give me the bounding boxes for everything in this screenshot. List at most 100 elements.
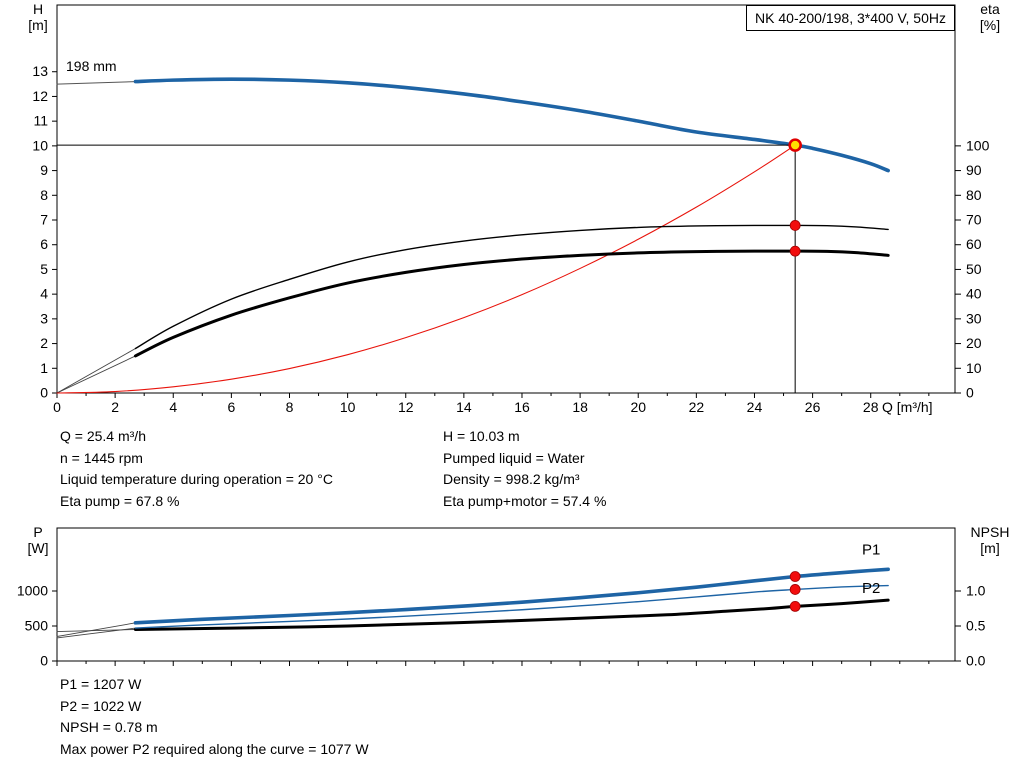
y-right-axis-title: NPSH (971, 524, 1010, 540)
y-right-tick-label: 80 (966, 187, 982, 203)
y-left-tick-label: 13 (32, 63, 48, 79)
y-left-tick-label: 7 (40, 212, 48, 228)
qh-chart-axes: 0 2 4 6 8 10 12 14 16 18 20 22 24 26 28 Q [m³/h]0123456… (28, 1, 1000, 415)
x-tick-label: 22 (689, 399, 705, 415)
eta-pump-curve (134, 224, 889, 350)
power-npsh-chart-series: P2 P1 (56, 542, 890, 639)
x-tick-label: 2 (111, 399, 119, 415)
x-tick-label: 26 (805, 399, 821, 415)
y-left-tick-label: 9 (40, 162, 48, 178)
x-tick-label: 10 (340, 399, 356, 415)
x-tick-label: 16 (514, 399, 530, 415)
x-tick-label: 6 (227, 399, 235, 415)
info-line-p2: P2 = 1022 W (60, 697, 142, 714)
qh-chart-markers (788, 138, 802, 257)
eta-pump-extension (56, 348, 136, 394)
y-left-tick-label: 8 (40, 187, 48, 203)
info-line-pumped-liquid: Pumped liquid = Water (443, 449, 585, 466)
info-line-liquid-temperature: Liquid temperature during operation = 20… (60, 471, 333, 487)
p2-duty-dot (789, 584, 801, 595)
y-left-tick-label: 5 (40, 261, 48, 277)
y-right-tick-label: 90 (966, 162, 982, 178)
x-tick-label: 14 (456, 399, 472, 415)
y-right-tick-label: 0.0 (966, 653, 986, 669)
x-tick-label: 18 (572, 399, 588, 415)
y-right-axis-title: eta (980, 1, 1000, 17)
y-left-tick-label: 6 (40, 236, 48, 252)
npsh-duty-dot (789, 601, 801, 612)
x-tick-label: 4 (169, 399, 177, 415)
y-left-axis-title: P (33, 524, 42, 540)
y-right-tick-label: 0 (966, 385, 974, 401)
y-left-tick-label: 2 (40, 335, 48, 351)
y-right-axis-title: [m] (980, 540, 999, 556)
info-line-eta-pump-motor: Eta pump+motor = 57.4 % (443, 492, 607, 509)
y-right-tick-label: 30 (966, 310, 982, 326)
y-left-tick-label: 12 (32, 88, 48, 104)
p1-duty-dot (789, 571, 801, 582)
y-right-tick-label: 0.5 (966, 618, 986, 634)
y-right-tick-label: 60 (966, 236, 982, 252)
p1-extension (56, 622, 136, 637)
x-tick-label: 24 (747, 399, 763, 415)
y-right-tick-label: 20 (966, 335, 982, 351)
p1-curve (133, 567, 890, 625)
x-tick-label: 20 (630, 399, 646, 415)
power-npsh-chart: 0 500 1000 0.0 0.5 1.0 P[W] NPSH[m] P2 P1 (17, 524, 1010, 669)
system-curve (56, 144, 796, 394)
y-right-axis-title: [%] (980, 17, 1000, 33)
p2-curve (134, 584, 889, 629)
x-tick-label: 8 (286, 399, 294, 415)
y-right-tick-label: 1.0 (966, 583, 986, 599)
info-line-speed: n = 1445 rpm (60, 449, 143, 466)
info-line-h: H = 10.03 m (443, 428, 520, 444)
y-left-tick-label: 10 (32, 137, 48, 153)
p1-curve-label: P1 (862, 542, 880, 559)
info-line-npsh: NPSH = 0.78 m (60, 719, 158, 735)
x-axis-title: Q [m³/h] (882, 399, 933, 415)
y-left-tick-label: 1000 (17, 583, 48, 599)
info-line-q: Q = 25.4 m³/h (60, 428, 146, 444)
plot-frame (56, 527, 956, 662)
y-left-tick-label: 11 (33, 113, 48, 129)
power-npsh-chart-axes: 0 500 1000 0.0 0.5 1.0 P[W] NPSH[m] (17, 524, 1010, 669)
y-left-tick-label: 1 (40, 360, 48, 376)
qh-chart-series (56, 77, 890, 394)
plot-frame (56, 4, 956, 394)
y-left-axis-title: [W] (28, 540, 49, 556)
p2-curve-label: P2 (862, 580, 880, 597)
y-left-axis-title: H (33, 1, 43, 17)
x-tick-label: 12 (398, 399, 414, 415)
y-right-tick-label: 10 (966, 360, 982, 376)
eta-pump-duty-dot (789, 220, 801, 231)
y-right-tick-label: 40 (966, 286, 982, 302)
eta-pump-motor-curve (133, 249, 890, 358)
info-line-p1: P1 = 1207 W (60, 676, 142, 692)
x-tick-label: 0 (53, 399, 61, 415)
qh-curve (133, 77, 890, 173)
y-left-axis-title: [m] (28, 17, 47, 33)
duty-crosshair (57, 144, 796, 393)
duty-point-marker (788, 138, 802, 152)
y-left-tick-label: 500 (25, 618, 49, 634)
qh-chart: 0 2 4 6 8 10 12 14 16 18 20 22 24 26 28 Q [m³/h]0123456… (28, 1, 1000, 415)
pump-title-box: NK 40-200/198, 3*400 V, 50Hz (746, 5, 955, 31)
npsh-extension (56, 629, 136, 633)
info-line-density: Density = 998.2 kg/m³ (443, 471, 580, 487)
eta-pump-motor-duty-dot (789, 245, 801, 257)
y-right-tick-label: 70 (966, 212, 982, 228)
y-left-tick-label: 0 (40, 385, 48, 401)
duty-info-block: Q = 25.4 m³/h n = 1445 rpm Liquid temper… (60, 426, 960, 512)
y-left-tick-label: 0 (40, 653, 48, 669)
y-right-tick-label: 50 (966, 261, 982, 277)
duty-info-left-column: Q = 25.4 m³/h n = 1445 rpm Liquid temper… (60, 426, 960, 512)
duty-info-right-column: H = 10.03 m Pumped liquid = Water Densit… (443, 426, 606, 512)
qh-curve-extension (56, 81, 136, 85)
x-tick-label: 28 (863, 399, 879, 415)
y-left-tick-label: 3 (40, 310, 48, 326)
y-left-tick-label: 4 (40, 286, 48, 302)
power-npsh-chart-markers (789, 571, 801, 612)
y-right-tick-label: 100 (966, 137, 990, 153)
power-info-block: P1 = 1207 W P2 = 1022 W NPSH = 0.78 m Ma… (60, 674, 369, 760)
